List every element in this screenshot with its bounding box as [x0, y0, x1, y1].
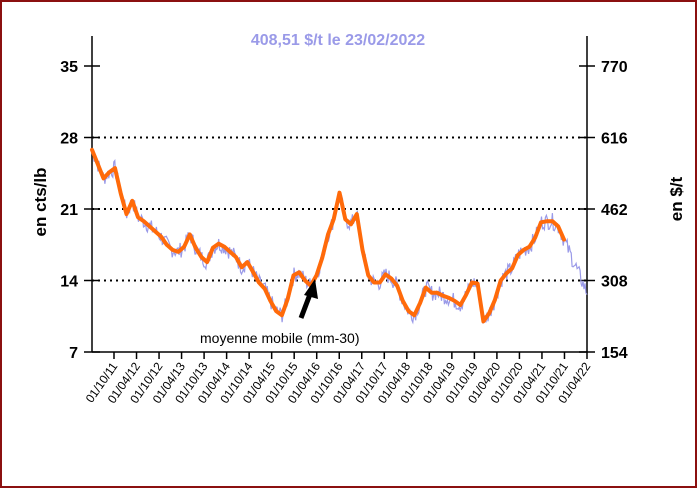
left-y-tick-label: 21: [60, 202, 78, 219]
left-y-tick-label: 7: [69, 345, 78, 362]
right-y-tick-label: 462: [601, 202, 628, 219]
grid-lines: [92, 136, 587, 282]
right-y-axis-label: en $/t: [667, 176, 686, 221]
axes: [84, 36, 595, 359]
annotation-arrow: [298, 279, 318, 319]
right-y-tick-label: 770: [601, 59, 628, 76]
daily-price-series: [91, 149, 588, 325]
right-y-tick-label: 308: [601, 274, 628, 291]
left-y-tick-label: 28: [60, 131, 78, 148]
left-y-tick-label: 14: [60, 274, 78, 291]
left-y-tick-labels: 7 14 21 28 35: [60, 59, 78, 362]
moving-average-annotation: moyenne mobile (mm-30): [200, 330, 360, 346]
chart-title: 408,51 $/t le 23/02/2022: [251, 32, 425, 49]
left-y-tick-label: 35: [60, 59, 78, 76]
right-y-tick-labels: 154 308 462 616 770: [601, 59, 628, 362]
right-y-tick-label: 616: [601, 131, 628, 148]
daily-price-line: [91, 149, 588, 325]
x-tick-labels: 01/10/1101/04/1201/10/1201/04/1301/10/13…: [83, 359, 594, 406]
right-y-tick-label: 154: [601, 345, 628, 362]
moving-average-line: [90, 147, 566, 324]
left-y-axis-label: en cts/lb: [31, 168, 50, 237]
